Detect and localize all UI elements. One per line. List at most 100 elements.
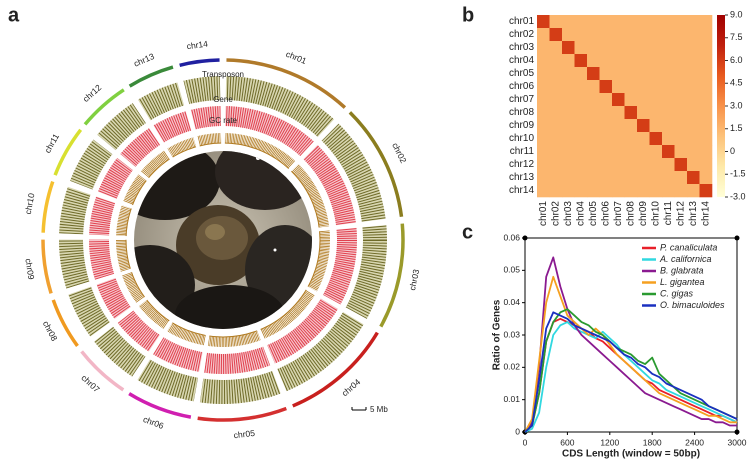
- colorbar-tick-label: 3.0: [730, 100, 743, 110]
- heatmap-cell: [674, 145, 688, 159]
- row-label: chr06: [509, 81, 534, 92]
- y-tick-label: 0: [515, 426, 520, 436]
- column-label: chr10: [650, 201, 661, 226]
- corner-dot: [734, 429, 740, 435]
- heatmap-cell: [562, 158, 575, 172]
- heatmap-cell: [637, 67, 650, 81]
- heatmap-cell: [687, 28, 700, 42]
- heatmap-cell: [587, 93, 600, 107]
- track-label: Transposon: [202, 70, 244, 79]
- heatmap-cell: [699, 145, 713, 159]
- heatmap-cell: [612, 28, 625, 42]
- heatmap-cell: [612, 80, 625, 94]
- column-label: chr09: [638, 201, 649, 226]
- heatmap-cell: [587, 184, 600, 198]
- column-label: chr14: [700, 201, 711, 226]
- chromosome-arc: [41, 239, 53, 294]
- heatmap-cell: [687, 132, 700, 146]
- heatmap-cell: [662, 67, 675, 81]
- heatmap-cell: [699, 15, 713, 29]
- heatmap-cell: [662, 158, 675, 172]
- heatmap-cell: [574, 145, 588, 159]
- row-label: chr14: [509, 185, 534, 196]
- column-label: chr02: [550, 201, 561, 226]
- heatmap-cell: [537, 80, 550, 94]
- chromosome-arc: [41, 181, 55, 233]
- heatmap-cell: [549, 41, 563, 55]
- heatmap-cell: [574, 80, 588, 94]
- heatmap-cell: [587, 145, 600, 159]
- heatmap-cell: [612, 158, 625, 172]
- heatmap-cell: [599, 67, 613, 81]
- heatmap-cell: [624, 80, 638, 94]
- colorbar-tick-label: 0: [730, 146, 735, 156]
- heatmap-cell: [687, 171, 700, 185]
- colorbar-tick-label: 4.5: [730, 78, 743, 88]
- heatmap-cell: [549, 171, 563, 185]
- series-line: [524, 311, 738, 433]
- gc-track: [116, 133, 330, 347]
- row-label: chr08: [509, 107, 534, 118]
- heatmap-cell: [662, 106, 675, 120]
- heatmap-cell: [662, 80, 675, 94]
- heatmap-cell: [674, 106, 688, 120]
- track-gap: [255, 323, 289, 400]
- heatmap-cell: [637, 54, 650, 68]
- heatmap-cell: [637, 119, 650, 133]
- y-tick-label: 0.02: [503, 362, 520, 372]
- heatmap-cell: [612, 184, 625, 198]
- heatmap-cell: [674, 15, 688, 29]
- track-gap: [284, 114, 343, 176]
- heatmap-cell: [537, 184, 550, 198]
- heatmap-cell: [549, 80, 563, 94]
- corner-dot: [522, 235, 528, 241]
- track-gap: [219, 70, 227, 150]
- heatmap-cell: [699, 119, 713, 133]
- column-label: chr06: [600, 201, 611, 226]
- column-label: chr11: [663, 201, 674, 226]
- heatmap-cell: [649, 41, 663, 55]
- column-label: chr13: [688, 201, 699, 226]
- heatmap-cell: [574, 93, 588, 107]
- row-label: chr12: [509, 159, 534, 170]
- heatmap-cell: [637, 106, 650, 120]
- heatmap-cell: [674, 54, 688, 68]
- row-label: chr11: [510, 146, 535, 157]
- chromosome-label: chr07: [79, 373, 102, 395]
- heatmap-cell: [687, 54, 700, 68]
- heatmap-cell: [674, 28, 688, 42]
- heatmap-cell: [687, 145, 700, 159]
- heatmap-cell: [599, 184, 613, 198]
- heatmap-cell: [662, 54, 675, 68]
- column-label: chr05: [588, 201, 599, 226]
- heatmap-cell: [699, 158, 713, 172]
- heatmap-cell: [674, 171, 688, 185]
- y-tick-label: 0.06: [503, 232, 520, 242]
- heatmap-cell: [649, 106, 663, 120]
- heatmap-cell: [649, 28, 663, 42]
- heatmap-cell: [624, 93, 638, 107]
- heatmap-cell: [687, 80, 700, 94]
- heatmap-cell: [562, 145, 575, 159]
- heatmap-cell: [537, 41, 550, 55]
- row-label: chr07: [509, 94, 534, 105]
- heatmap-cell: [562, 80, 575, 94]
- heatmap-cell: [537, 93, 550, 107]
- heatmap-cell: [574, 106, 588, 120]
- series-line: [524, 321, 738, 433]
- chromosome-arc: [80, 350, 125, 392]
- heatmap-cell: [637, 158, 650, 172]
- heatmap-cell: [562, 171, 575, 185]
- heatmap-cell: [612, 54, 625, 68]
- heatmap-cell: [612, 41, 625, 55]
- heatmap-cell: [537, 67, 550, 81]
- chromosome-label: chr13: [132, 51, 156, 69]
- colorbar-tick-label: 9.0: [730, 9, 743, 19]
- heatmap-cell: [574, 67, 588, 81]
- series-line: [524, 275, 737, 433]
- heatmap-cell: [649, 67, 663, 81]
- heatmap-cell: [662, 15, 675, 29]
- heatmap-cell: [562, 184, 575, 198]
- panel-label: c: [462, 221, 473, 243]
- heatmap-cell: [624, 119, 638, 133]
